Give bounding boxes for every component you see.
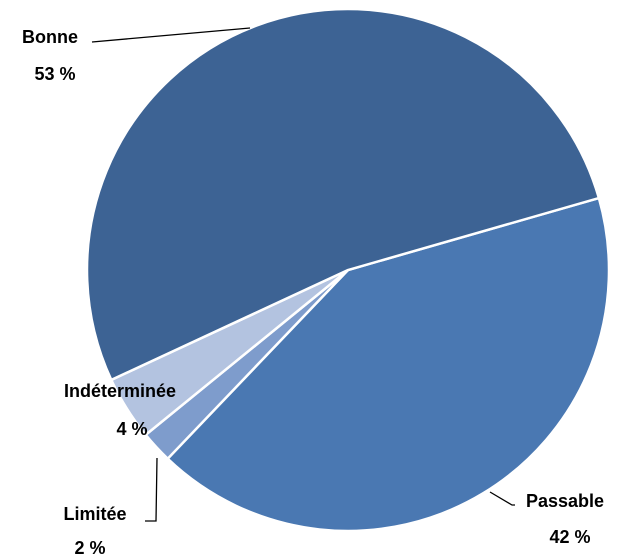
pie-slice [85, 7, 601, 382]
value-label: 4 % [116, 419, 147, 439]
category-label: Limitée [63, 504, 126, 524]
value-label: 42 % [549, 527, 590, 547]
leader-lines [91, 27, 515, 522]
pie-slice [165, 196, 611, 533]
category-label: Passable [526, 491, 604, 511]
leader-line [489, 491, 515, 506]
category-label: Bonne [22, 27, 78, 47]
category-label: Indéterminée [64, 381, 176, 401]
value-label: 2 % [74, 538, 105, 558]
leader-line [145, 457, 158, 522]
leader-line [91, 27, 251, 43]
pie [85, 7, 611, 533]
value-label: 53 % [34, 64, 75, 84]
